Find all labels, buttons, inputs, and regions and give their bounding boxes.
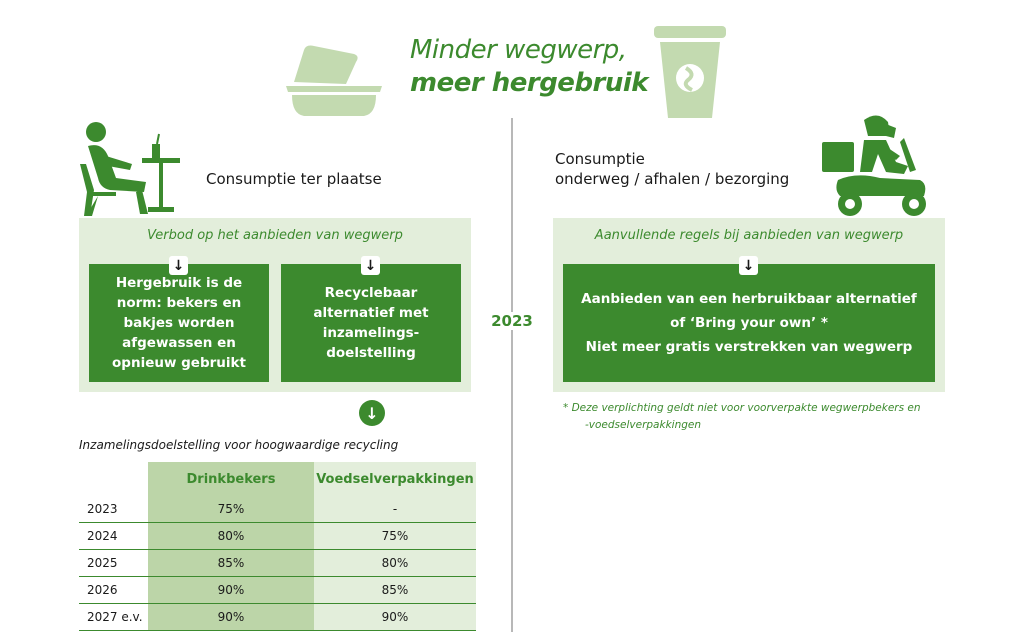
footnote: * Deze verplichting geldt niet voor voor… — [563, 400, 921, 434]
context-label-on-site: Consumptie ter plaatse — [206, 170, 382, 188]
table-header-voedselverpakkingen: Voedselverpakkingen — [314, 462, 476, 496]
table-title: Inzamelingsdoelstelling voor hoogwaardig… — [79, 438, 399, 452]
arrow-down-icon: ↓ — [169, 256, 188, 275]
right-panel: Aanvullende regels bij aanbieden van weg… — [553, 218, 945, 392]
reuse-norm-box: Hergebruik is de norm: bekers en bakjes … — [89, 264, 269, 382]
table-row: 2024 80% 75% — [79, 522, 476, 550]
footnote-line-1: * Deze verplichting geldt niet voor voor… — [563, 402, 921, 414]
table-header-year — [79, 462, 148, 496]
page-title: Minder wegwerp, meer hergebruik — [410, 34, 649, 100]
rule-line-3: Niet meer gratis verstrekken van wegwerp — [585, 339, 913, 355]
arrow-down-icon: ↓ — [739, 256, 758, 275]
recyclable-alternative-box: Recyclebaar alternatief met inzamelings-… — [281, 264, 461, 382]
left-panel-heading: Verbod op het aanbieden van wegwerp — [147, 228, 403, 243]
recycling-targets-table: Drinkbekers Voedselverpakkingen 2023 75%… — [79, 462, 476, 631]
additional-rules-box: Aanbieden van een herbruikbaar alternati… — [563, 264, 935, 382]
table-cell-voedsel: 90% — [314, 603, 476, 631]
arrow-down-icon: ↓ — [361, 256, 380, 275]
person-at-table-icon — [80, 122, 180, 216]
table-cell-year: 2023 — [79, 496, 148, 523]
table-cell-year: 2024 — [79, 522, 148, 550]
left-panel: Verbod op het aanbieden van wegwerp Herg… — [79, 218, 471, 392]
table-cell-year: 2026 — [79, 576, 148, 604]
coffee-cup-icon — [654, 26, 726, 118]
table-cell-drinkbekers: 80% — [148, 522, 314, 550]
table-cell-year: 2025 — [79, 549, 148, 577]
rule-line-2: of ‘Bring your own’ * — [670, 315, 828, 331]
table-cell-drinkbekers: 90% — [148, 576, 314, 604]
footnote-line-2: -voedselverpakkingen — [585, 419, 702, 431]
table-cell-voedsel: 75% — [314, 522, 476, 550]
title-line-2: meer hergebruik — [410, 68, 649, 98]
center-divider — [511, 118, 513, 632]
table-cell-drinkbekers: 75% — [148, 496, 314, 523]
table-row: 2023 75% - — [79, 496, 476, 523]
context-label-on-the-go: Consumptie onderweg / afhalen / bezorgin… — [555, 149, 789, 189]
table-row: 2027 e.v. 90% 90% — [79, 603, 476, 631]
year-label: 2023 — [486, 312, 538, 330]
table-cell-voedsel: - — [314, 496, 476, 523]
table-cell-voedsel: 85% — [314, 576, 476, 604]
context-label-line-2: onderweg / afhalen / bezorging — [555, 170, 790, 188]
title-line-1: Minder wegwerp, — [410, 35, 627, 65]
delivery-scooter-icon — [822, 115, 926, 216]
right-panel-heading: Aanvullende regels bij aanbieden van weg… — [594, 228, 904, 243]
table-header-row: Drinkbekers Voedselverpakkingen — [79, 462, 476, 496]
context-label-line-1: Consumptie — [555, 150, 645, 168]
arrow-down-circle-icon: ↓ — [359, 400, 385, 426]
table-cell-voedsel: 80% — [314, 549, 476, 577]
table-header-drinkbekers: Drinkbekers — [148, 462, 314, 496]
table-cell-drinkbekers: 90% — [148, 603, 314, 631]
table-row: 2026 90% 85% — [79, 576, 476, 604]
table-row: 2025 85% 80% — [79, 549, 476, 577]
table-cell-drinkbekers: 85% — [148, 549, 314, 577]
rule-line-1: Aanbieden van een herbruikbaar alternati… — [581, 291, 917, 307]
food-container-icon — [286, 45, 382, 116]
table-cell-year: 2027 e.v. — [79, 603, 148, 631]
